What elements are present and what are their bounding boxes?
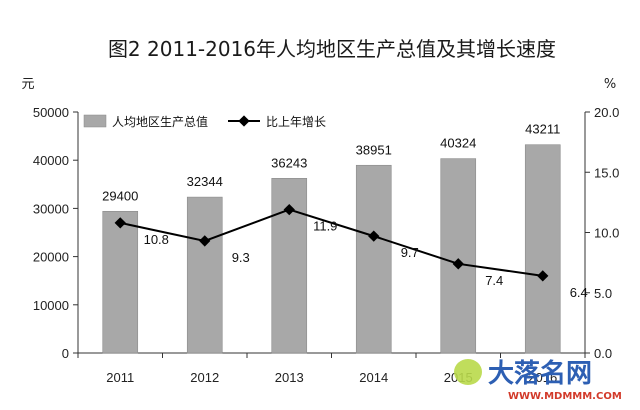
legend-label-line: 比上年增长 xyxy=(266,115,326,129)
growth-line xyxy=(120,208,543,277)
bar-data-label: 40324 xyxy=(440,136,476,151)
growth-data-label: 9.3 xyxy=(232,250,250,265)
left-tick-label: 20000 xyxy=(33,250,69,265)
x-tick-label: 2012 xyxy=(190,370,219,385)
growth-data-label: 9.7 xyxy=(401,245,419,260)
watermark: 大落名网 WWW.MDMMM.COM xyxy=(454,358,622,402)
left-tick-label: 30000 xyxy=(33,201,69,216)
bar-data-label: 38951 xyxy=(356,142,392,157)
bar-data-label: 43211 xyxy=(525,122,560,137)
bar xyxy=(102,210,139,354)
growth-data-label: 6.4 xyxy=(570,285,588,300)
left-tick-label: 10000 xyxy=(33,298,69,313)
x-tick-label: 2014 xyxy=(359,370,388,385)
legend-swatch-marker xyxy=(238,115,250,127)
bar xyxy=(524,144,561,354)
legend-label-bar: 人均地区生产总值 xyxy=(112,114,208,129)
growth-marker xyxy=(283,203,295,216)
right-tick-label: 0.0 xyxy=(594,346,612,361)
left-tick-label: 0 xyxy=(62,346,69,361)
left-tick-label: 50000 xyxy=(33,105,69,120)
watermark-url: WWW.MDMMM.COM xyxy=(508,391,622,402)
x-tick-label: 2013 xyxy=(275,370,304,385)
growth-marker xyxy=(452,258,464,270)
bar xyxy=(355,164,392,354)
watermark-logo-icon xyxy=(454,359,482,385)
bar-data-label: 29400 xyxy=(102,188,138,203)
watermark-text: 大落名网 xyxy=(488,358,592,389)
left-tick-label: 40000 xyxy=(33,153,69,168)
chart-title: 图2 2011-2016年人均地区生产总值及其增长速度 xyxy=(108,37,556,61)
right-axis-unit: % xyxy=(604,77,616,92)
growth-marker xyxy=(368,230,380,242)
bar-data-label: 32344 xyxy=(187,174,223,189)
x-tick-label: 2016 xyxy=(528,370,557,385)
growth-data-label: 11.9 xyxy=(313,219,337,234)
growth-data-label: 7.4 xyxy=(485,273,503,288)
left-axis-unit: 元 xyxy=(21,77,34,92)
right-tick-label: 20.0 xyxy=(594,105,619,120)
growth-data-label: 10.8 xyxy=(144,232,169,247)
bar-data-label: 36243 xyxy=(271,155,307,170)
legend: 人均地区生产总值 比上年增长 xyxy=(83,114,326,129)
plot-area: 0 10000 20000 30000 40000 50000 0.0 5.0 10.0 15.0… xyxy=(33,105,619,385)
right-tick-label: 5.0 xyxy=(594,286,612,301)
growth-marker xyxy=(199,235,211,247)
legend-swatch-bar xyxy=(83,114,107,128)
bar xyxy=(186,196,223,354)
right-tick-label: 10.0 xyxy=(594,226,619,241)
right-tick-label: 15.0 xyxy=(594,165,619,180)
growth-marker xyxy=(537,270,549,282)
bar xyxy=(440,158,477,354)
x-tick-label: 2011 xyxy=(106,370,134,385)
